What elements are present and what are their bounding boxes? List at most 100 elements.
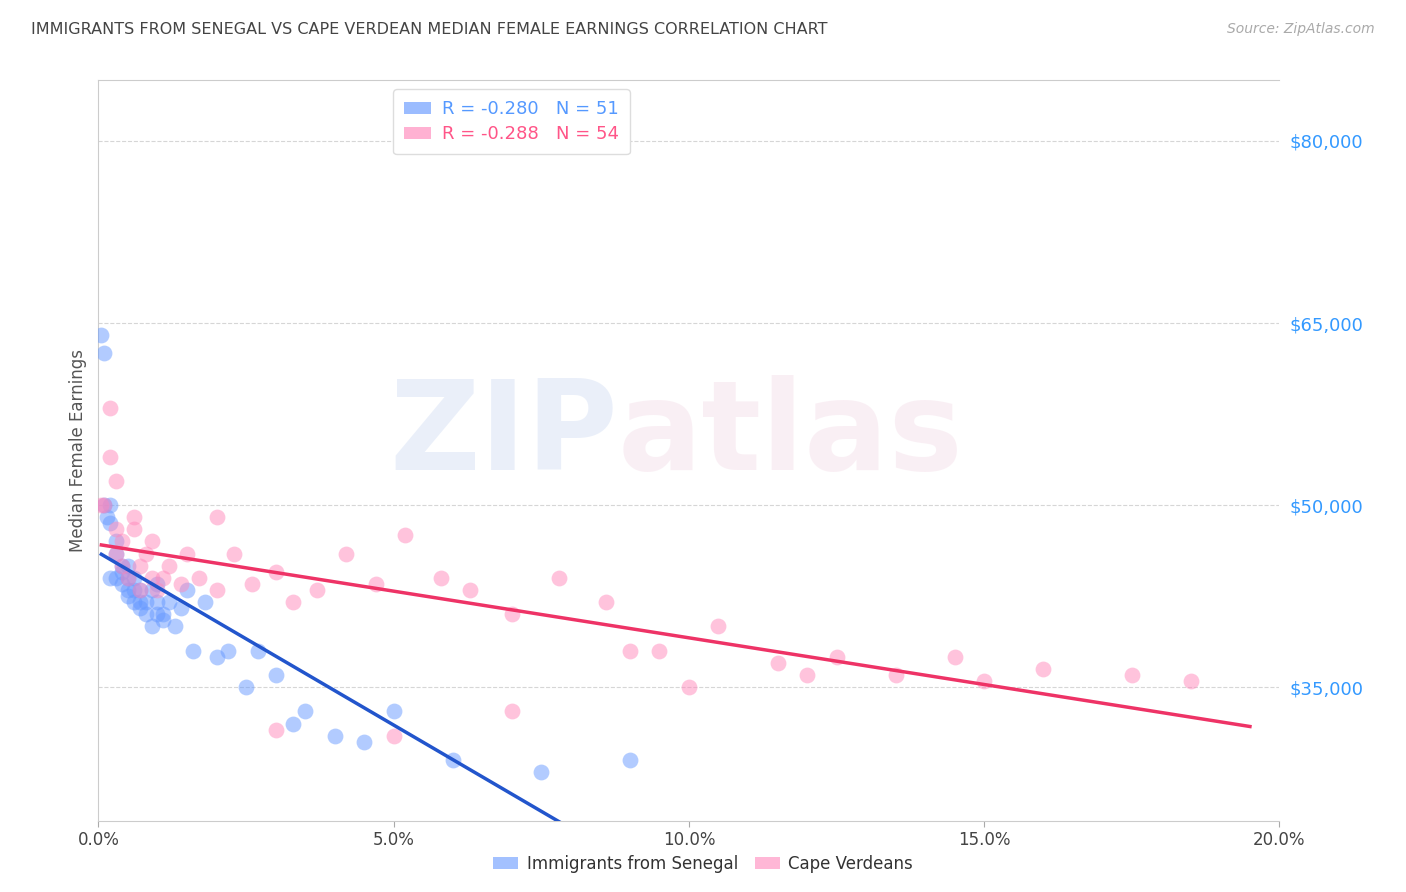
- Text: atlas: atlas: [619, 376, 965, 496]
- Point: [152, 613, 174, 627]
- Point: [364, 577, 387, 591]
- Point: [430, 571, 453, 585]
- Point: [170, 577, 193, 591]
- Point: [217, 644, 239, 658]
- Point: [93, 346, 115, 360]
- Point: [111, 565, 134, 579]
- Point: [111, 558, 134, 573]
- Point: [548, 571, 571, 585]
- Point: [224, 547, 246, 561]
- Point: [501, 607, 523, 622]
- Point: [176, 547, 198, 561]
- Point: [181, 644, 204, 658]
- Point: [1180, 674, 1202, 689]
- Point: [240, 577, 263, 591]
- Point: [825, 649, 848, 664]
- Point: [943, 649, 966, 664]
- Point: [98, 498, 121, 512]
- Legend: R = -0.280   N = 51, R = -0.288   N = 54: R = -0.280 N = 51, R = -0.288 N = 54: [394, 89, 630, 154]
- Point: [382, 729, 405, 743]
- Text: Source: ZipAtlas.com: Source: ZipAtlas.com: [1227, 22, 1375, 37]
- Point: [530, 765, 553, 780]
- Point: [157, 558, 180, 573]
- Point: [135, 607, 157, 622]
- Point: [105, 571, 128, 585]
- Point: [205, 649, 228, 664]
- Text: IMMIGRANTS FROM SENEGAL VS CAPE VERDEAN MEDIAN FEMALE EARNINGS CORRELATION CHART: IMMIGRANTS FROM SENEGAL VS CAPE VERDEAN …: [31, 22, 828, 37]
- Point: [235, 680, 257, 694]
- Point: [884, 668, 907, 682]
- Point: [973, 674, 995, 689]
- Point: [98, 450, 121, 464]
- Point: [264, 565, 287, 579]
- Point: [135, 547, 157, 561]
- Legend: Immigrants from Senegal, Cape Verdeans: Immigrants from Senegal, Cape Verdeans: [486, 848, 920, 880]
- Point: [796, 668, 818, 682]
- Point: [141, 571, 163, 585]
- Point: [619, 753, 641, 767]
- Point: [460, 582, 482, 597]
- Point: [105, 547, 128, 561]
- Point: [128, 582, 150, 597]
- Point: [93, 498, 115, 512]
- Point: [117, 589, 139, 603]
- Point: [353, 735, 375, 749]
- Point: [111, 558, 134, 573]
- Point: [122, 571, 145, 585]
- Point: [294, 705, 316, 719]
- Point: [90, 328, 112, 343]
- Point: [111, 577, 134, 591]
- Point: [141, 534, 163, 549]
- Point: [382, 705, 405, 719]
- Point: [98, 516, 121, 531]
- Point: [93, 498, 115, 512]
- Point: [146, 582, 169, 597]
- Point: [205, 510, 228, 524]
- Point: [246, 644, 269, 658]
- Point: [105, 547, 128, 561]
- Point: [648, 644, 671, 658]
- Point: [1121, 668, 1143, 682]
- Point: [619, 644, 641, 658]
- Point: [157, 595, 180, 609]
- Point: [122, 510, 145, 524]
- Point: [135, 595, 157, 609]
- Point: [707, 619, 730, 633]
- Point: [98, 571, 121, 585]
- Point: [122, 582, 145, 597]
- Point: [117, 571, 139, 585]
- Point: [146, 607, 169, 622]
- Point: [146, 595, 169, 609]
- Point: [128, 558, 150, 573]
- Point: [111, 534, 134, 549]
- Point: [141, 619, 163, 633]
- Point: [1032, 662, 1054, 676]
- Y-axis label: Median Female Earnings: Median Female Earnings: [69, 349, 87, 552]
- Point: [170, 601, 193, 615]
- Point: [323, 729, 346, 743]
- Point: [122, 522, 145, 536]
- Point: [98, 401, 121, 415]
- Point: [394, 528, 416, 542]
- Point: [678, 680, 700, 694]
- Point: [128, 601, 150, 615]
- Point: [305, 582, 328, 597]
- Point: [128, 582, 150, 597]
- Point: [96, 510, 118, 524]
- Point: [105, 522, 128, 536]
- Point: [128, 595, 150, 609]
- Point: [766, 656, 789, 670]
- Point: [283, 595, 305, 609]
- Point: [165, 619, 187, 633]
- Point: [122, 595, 145, 609]
- Point: [117, 558, 139, 573]
- Point: [264, 723, 287, 737]
- Point: [146, 577, 169, 591]
- Point: [194, 595, 217, 609]
- Point: [117, 582, 139, 597]
- Point: [176, 582, 198, 597]
- Point: [152, 571, 174, 585]
- Point: [501, 705, 523, 719]
- Point: [105, 474, 128, 488]
- Point: [141, 582, 163, 597]
